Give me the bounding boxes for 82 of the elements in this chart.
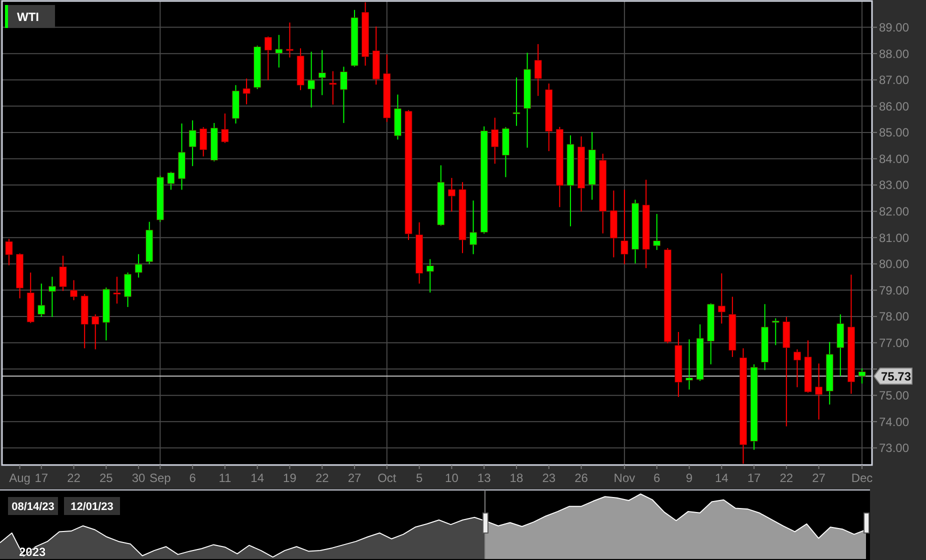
legend-label: WTI bbox=[17, 10, 39, 24]
x-tick-label: 5 bbox=[416, 471, 423, 485]
candlestick bbox=[858, 368, 866, 384]
candlestick bbox=[221, 113, 229, 144]
x-tick-label: 13 bbox=[477, 471, 492, 485]
annotation: 08/14/23 bbox=[12, 501, 54, 513]
x-tick-label: 6 bbox=[654, 471, 661, 485]
x-tick-label: 26 bbox=[574, 471, 588, 485]
y-tick-label: 74.00 bbox=[879, 414, 910, 429]
candlestick bbox=[653, 213, 661, 250]
x-tick-label: 17 bbox=[34, 471, 48, 485]
candlestick bbox=[124, 272, 132, 308]
candlestick bbox=[340, 66, 348, 124]
candlestick bbox=[426, 258, 434, 294]
annotation: 12/01/23 bbox=[70, 501, 114, 513]
candlestick bbox=[772, 318, 780, 346]
x-tick-label: 27 bbox=[348, 471, 362, 485]
x-tick-label: 22 bbox=[67, 471, 81, 485]
x-tick-label: Oct bbox=[378, 471, 397, 485]
candlestick bbox=[70, 280, 78, 301]
candlestick bbox=[815, 363, 823, 420]
x-tick-label: 22 bbox=[780, 471, 794, 485]
x-tick-label: Aug bbox=[9, 471, 30, 485]
candlestick bbox=[308, 51, 316, 108]
candlestick bbox=[329, 70, 337, 106]
x-tick-label: 9 bbox=[686, 471, 693, 485]
y-tick-label: 89.00 bbox=[879, 20, 910, 34]
candlestick bbox=[491, 117, 499, 164]
y-tick-label: 86.00 bbox=[879, 99, 910, 114]
y-tick-label: 78.00 bbox=[879, 310, 910, 324]
candlestick bbox=[59, 255, 67, 292]
candlestick bbox=[188, 120, 196, 167]
x-tick-label: 23 bbox=[542, 471, 556, 485]
y-tick-label: 82.00 bbox=[879, 204, 910, 219]
candlestick bbox=[48, 276, 56, 318]
x-tick-label: 22 bbox=[315, 471, 330, 485]
y-tick-label: 88.00 bbox=[879, 46, 910, 61]
y-tick-label: 85.00 bbox=[879, 126, 910, 140]
y-tick-label: 87.00 bbox=[879, 73, 910, 88]
candlestick bbox=[286, 22, 294, 58]
x-tick-label: 25 bbox=[100, 471, 114, 485]
y-tick-label: 84.00 bbox=[879, 152, 910, 166]
x-tick-label: 18 bbox=[510, 471, 524, 485]
ref-line-label: 75.73 bbox=[880, 369, 912, 384]
candlestick bbox=[113, 276, 121, 304]
x-tick-label: Nov bbox=[614, 471, 636, 485]
x-tick-label: 30 bbox=[132, 471, 146, 485]
x-tick-label: 17 bbox=[747, 471, 762, 485]
candlestick bbox=[200, 126, 208, 157]
x-tick-label: Sep bbox=[149, 471, 172, 485]
x-tick-label: 11 bbox=[218, 471, 232, 485]
candlestick bbox=[448, 177, 456, 212]
x-tick-label: 14 bbox=[714, 471, 729, 485]
candlestick bbox=[470, 200, 477, 255]
x-tick-label: 27 bbox=[812, 471, 826, 485]
y-tick-label: 83.00 bbox=[879, 178, 910, 192]
candlestick bbox=[534, 44, 542, 96]
x-tick-label: 6 bbox=[189, 471, 196, 485]
candlestick bbox=[264, 36, 272, 81]
x-tick-label: 10 bbox=[445, 471, 459, 485]
candlestick bbox=[794, 348, 801, 388]
y-tick-label: 73.00 bbox=[879, 441, 910, 456]
candlestick bbox=[134, 254, 142, 278]
y-tick-label: 81.00 bbox=[879, 230, 910, 245]
x-tick-label: 14 bbox=[250, 471, 264, 485]
candlestick bbox=[242, 78, 250, 105]
candlestick bbox=[620, 189, 628, 265]
y-tick-label: 79.00 bbox=[879, 283, 910, 298]
x-tick-label: 19 bbox=[283, 471, 297, 485]
candlestick bbox=[318, 50, 326, 96]
y-tick-label: 75.00 bbox=[879, 388, 910, 403]
candlestick bbox=[512, 77, 520, 126]
candlestick bbox=[275, 34, 283, 68]
y-tick-label: 80.00 bbox=[879, 257, 910, 272]
x-tick-label: Dec bbox=[851, 471, 873, 485]
candlestick bbox=[686, 338, 693, 390]
y-tick-label: 77.00 bbox=[879, 336, 910, 350]
candlestick bbox=[38, 283, 46, 318]
candlestick bbox=[718, 272, 726, 324]
candlestick bbox=[5, 238, 13, 266]
candlestick bbox=[167, 171, 175, 190]
candlestick bbox=[92, 314, 100, 350]
